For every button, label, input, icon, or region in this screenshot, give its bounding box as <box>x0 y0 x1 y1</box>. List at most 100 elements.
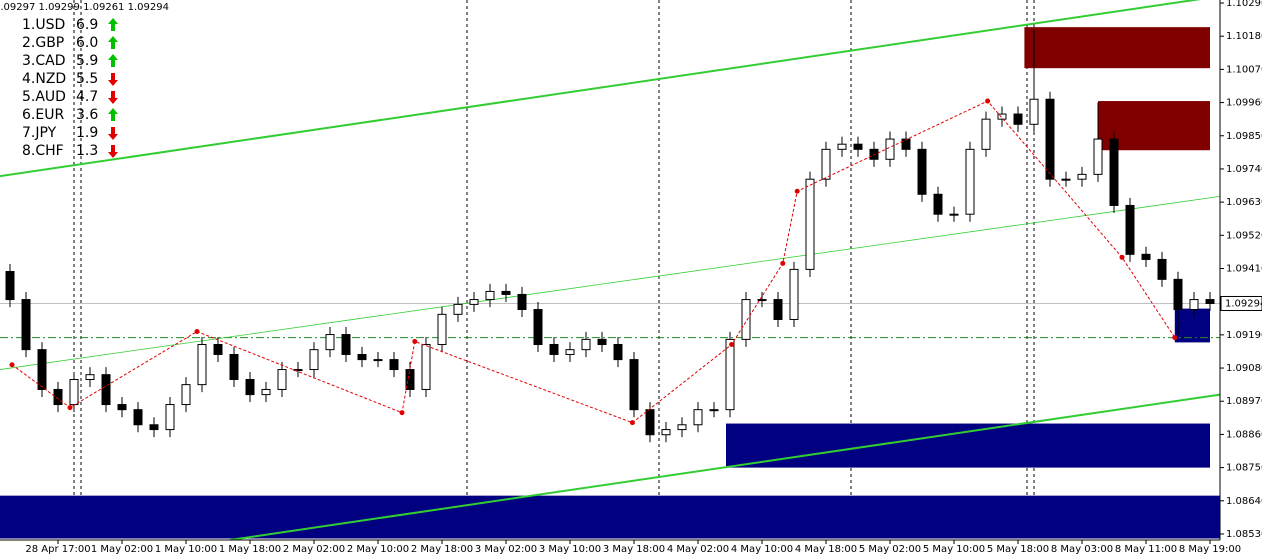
candle-body <box>341 334 351 355</box>
currency-value: 6.0 <box>76 35 98 51</box>
candle-body <box>469 299 479 305</box>
pivot-marker <box>780 260 786 266</box>
x-tick-label: 4 May 02:00 <box>667 544 729 555</box>
currency-label: 7.JPY <box>22 125 57 141</box>
candle-body <box>373 359 383 362</box>
candle-body <box>933 193 943 215</box>
y-tick-label: 1.09520 <box>1226 230 1262 241</box>
current-price-label: 1.09294 <box>1225 298 1262 309</box>
candle-body <box>309 349 319 371</box>
candle-body <box>117 404 127 411</box>
x-tick-label: 8 May 03:00 <box>1051 544 1113 555</box>
candle-body <box>1157 258 1167 280</box>
candle-body <box>693 409 703 426</box>
pivot-marker <box>1172 335 1178 341</box>
candle-body <box>389 359 399 371</box>
candle-body <box>597 338 607 346</box>
currency-value: 1.3 <box>76 143 98 159</box>
y-tick-label: 1.10070 <box>1226 64 1262 75</box>
candle-body <box>997 113 1007 120</box>
currency-value: 3.6 <box>76 107 98 123</box>
x-tick-label: 5 May 18:00 <box>987 544 1049 555</box>
candle-body <box>453 303 463 315</box>
currency-label: 4.NZD <box>22 71 66 87</box>
candle-body <box>37 349 47 390</box>
candle-body <box>741 299 751 340</box>
candle-body <box>629 359 639 411</box>
candle-body <box>133 409 143 426</box>
candle-body <box>501 290 511 295</box>
x-tick-label: 3 May 10:00 <box>539 544 601 555</box>
axis-panel <box>1220 0 1262 557</box>
candle-body <box>325 334 335 351</box>
candle-body <box>229 353 239 381</box>
currency-value: 6.9 <box>76 17 98 33</box>
candle-body <box>565 349 575 355</box>
y-tick-label: 1.08640 <box>1226 496 1262 507</box>
currency-value: 5.5 <box>76 71 98 87</box>
candle-body <box>1029 98 1039 125</box>
candle-body <box>661 429 671 436</box>
candle-body <box>725 338 735 411</box>
candle-body <box>53 388 63 406</box>
x-tick-label: 8 May 11:00 <box>1115 544 1177 555</box>
candle-body <box>1093 138 1103 175</box>
pivot-marker <box>194 329 200 335</box>
currency-label: 8.CHF <box>22 143 64 159</box>
candle-body <box>1045 98 1055 180</box>
trend-line <box>229 393 1221 541</box>
y-tick-label: 1.09080 <box>1226 363 1262 374</box>
trend-arrow <box>108 36 118 49</box>
candle-body <box>21 299 31 351</box>
candle-body <box>293 369 303 372</box>
y-tick-label: 1.10290 <box>1226 0 1262 9</box>
candle-body <box>485 290 495 301</box>
y-tick-label: 1.08860 <box>1226 429 1262 440</box>
y-tick-label: 1.09410 <box>1226 263 1262 274</box>
trend-arrow <box>108 127 118 140</box>
x-tick-label: 1 May 10:00 <box>155 544 217 555</box>
trend-arrow <box>108 91 118 104</box>
x-tick-label: 1 May 18:00 <box>219 544 281 555</box>
y-tick-label: 1.09190 <box>1226 330 1262 341</box>
pivot-marker <box>67 405 73 411</box>
trend-arrow <box>108 54 118 67</box>
y-tick-label: 1.08970 <box>1226 396 1262 407</box>
currency-label: 2.GBP <box>22 35 64 51</box>
x-tick-label: 4 May 10:00 <box>731 544 793 555</box>
currency-value: 1.9 <box>76 125 98 141</box>
candle-body <box>69 379 79 406</box>
candle-body <box>773 299 783 320</box>
candle-body <box>261 388 271 396</box>
candle-body <box>1061 178 1071 181</box>
candle-body <box>357 353 367 361</box>
candle-body <box>901 138 911 150</box>
trend-line <box>0 195 1221 370</box>
currency-label: 6.EUR <box>22 107 64 123</box>
candle-body <box>917 148 927 195</box>
candle-body <box>517 293 527 311</box>
pivot-marker <box>412 338 418 344</box>
currency-label: 3.CAD <box>22 53 66 69</box>
candle-body <box>949 213 959 216</box>
trend-line <box>0 0 1201 178</box>
candle-body <box>245 379 255 396</box>
trend-arrow <box>108 108 118 121</box>
currency-value: 4.7 <box>76 89 98 105</box>
candle-body <box>277 369 287 390</box>
y-tick-label: 1.10180 <box>1226 31 1262 42</box>
candle-body <box>885 138 895 160</box>
y-tick-label: 1.09740 <box>1226 164 1262 175</box>
trend-arrow <box>108 73 118 86</box>
candle-body <box>405 369 415 390</box>
x-tick-label: 2 May 02:00 <box>283 544 345 555</box>
y-tick-label: 1.08750 <box>1226 463 1262 474</box>
candle-body <box>1173 278 1183 311</box>
candle-body <box>645 409 655 436</box>
candle-body <box>677 424 687 431</box>
candle-body <box>1141 253 1151 260</box>
candle-body <box>165 404 175 431</box>
candle-body <box>101 374 111 406</box>
candle-body <box>965 148 975 215</box>
